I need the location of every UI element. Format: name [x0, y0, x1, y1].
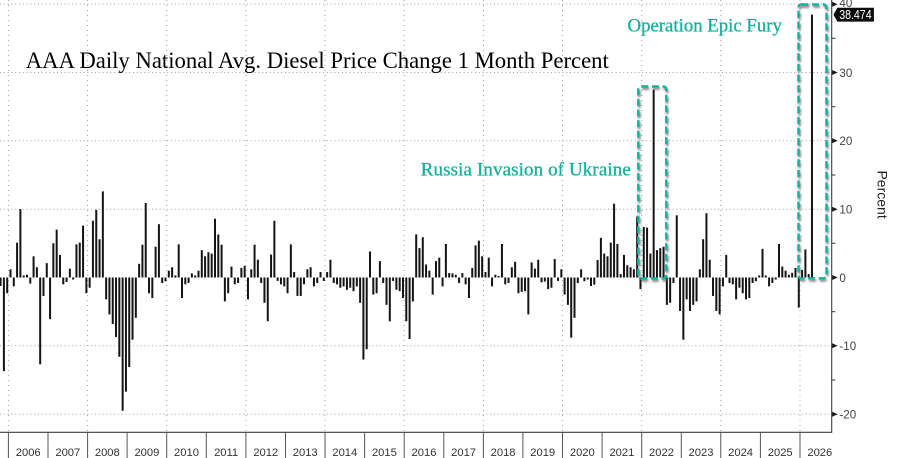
- svg-text:38.474: 38.474: [839, 8, 871, 22]
- svg-text:2021: 2021: [609, 447, 634, 458]
- svg-text:2018: 2018: [491, 447, 516, 458]
- svg-text:2010: 2010: [174, 447, 199, 458]
- svg-text:2008: 2008: [95, 447, 120, 458]
- svg-text:2024: 2024: [728, 447, 753, 458]
- svg-text:2015: 2015: [372, 447, 397, 458]
- svg-text:20: 20: [839, 135, 852, 148]
- svg-text:30: 30: [839, 67, 852, 80]
- svg-text:Russia Invasion of Ukraine: Russia Invasion of Ukraine: [421, 160, 631, 181]
- svg-text:0: 0: [839, 272, 845, 285]
- svg-text:2019: 2019: [530, 447, 555, 458]
- svg-text:40: 40: [839, 0, 852, 10]
- svg-text:2017: 2017: [451, 447, 476, 458]
- svg-text:2009: 2009: [134, 447, 159, 458]
- svg-text:2023: 2023: [689, 447, 714, 458]
- svg-text:2013: 2013: [293, 447, 318, 458]
- svg-text:2006: 2006: [16, 447, 41, 458]
- svg-text:Operation Epic Fury: Operation Epic Fury: [628, 16, 783, 37]
- svg-text:2016: 2016: [412, 447, 437, 458]
- svg-text:2007: 2007: [55, 447, 80, 458]
- svg-text:2014: 2014: [332, 447, 357, 458]
- svg-text:2026: 2026: [807, 447, 832, 458]
- svg-text:2022: 2022: [649, 447, 674, 458]
- svg-text:Percent: Percent: [874, 170, 890, 218]
- svg-text:2011: 2011: [214, 447, 238, 458]
- svg-text:10: 10: [839, 204, 852, 217]
- svg-text:2012: 2012: [253, 447, 278, 458]
- svg-text:AAA Daily National Avg. Diesel: AAA Daily National Avg. Diesel Price Cha…: [26, 48, 610, 73]
- svg-text:-20: -20: [839, 409, 856, 422]
- svg-text:-10: -10: [839, 340, 856, 353]
- svg-text:2020: 2020: [570, 447, 595, 458]
- svg-text:2025: 2025: [768, 447, 793, 458]
